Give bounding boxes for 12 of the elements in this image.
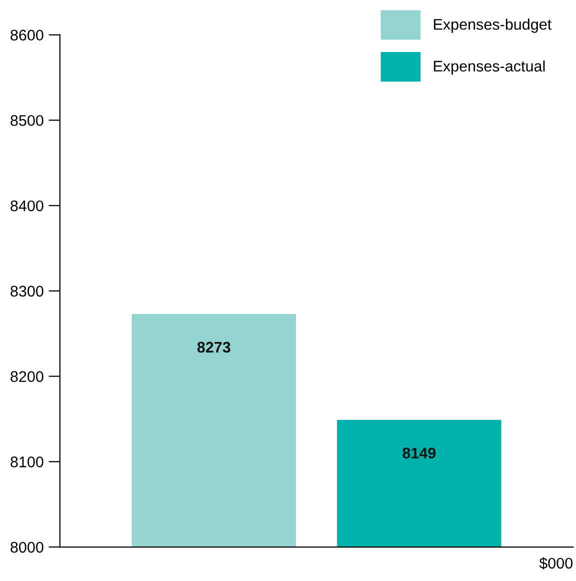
y-tick-label: 8100 — [10, 456, 44, 468]
y-tick-label: 8000 — [10, 542, 44, 553]
data-label: 8273 — [197, 342, 230, 353]
x-axis-title: $000 — [539, 557, 573, 570]
y-tick-label: 8500 — [10, 115, 44, 126]
y-tick-label: 8200 — [10, 371, 44, 382]
y-tick-label: 8400 — [10, 200, 44, 212]
y-tick-label: 8600 — [10, 30, 44, 41]
legend-label: Expenses-budget — [434, 18, 552, 33]
legend-label: Expenses-actual — [434, 60, 545, 75]
y-tick-label: 8300 — [10, 286, 44, 297]
data-label: 8149 — [402, 448, 436, 458]
